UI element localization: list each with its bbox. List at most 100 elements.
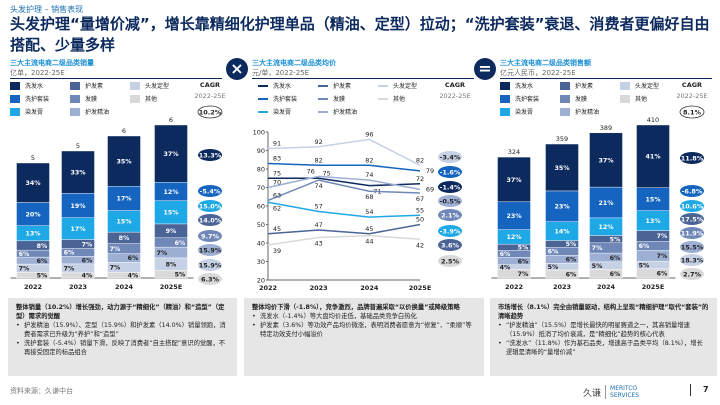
cagr-badge-mask-label: 2.1% — [441, 211, 460, 219]
y-tick-label: 60 — [257, 202, 265, 210]
cagr-badge-dye — [198, 200, 222, 212]
cagr-badge-oil-label: 15.5% — [681, 243, 704, 251]
cagr-badge-shampoo — [438, 181, 462, 193]
segment-label: 6% — [82, 257, 93, 264]
divider — [10, 78, 222, 79]
point-label-oil: 76 — [307, 167, 315, 175]
sales-segment-set — [497, 201, 531, 230]
legend-label: 其他 — [393, 96, 406, 103]
legend-label: 其他 — [635, 96, 648, 103]
cagr-label: CAGR — [681, 81, 703, 89]
cagr-badge-styling-label: 15.9% — [199, 261, 222, 269]
cagr-badge-shampoo — [198, 149, 222, 161]
source-note: 资料来源：久谦中台 — [10, 387, 73, 395]
segment-label: 6% — [610, 271, 621, 278]
legend-item-mask: 发膜 — [560, 94, 620, 103]
legend-swatch — [70, 107, 80, 116]
point-label-other: 39 — [273, 247, 281, 255]
legend-label: 护发素 — [85, 83, 104, 90]
segment-label: 5% — [639, 262, 650, 269]
segment-label: 8% — [166, 261, 177, 268]
page-number: 7 — [703, 385, 709, 394]
sales-segment-shampoo — [636, 124, 670, 188]
legend-swatch — [318, 110, 328, 113]
point-label-other: 44 — [365, 238, 373, 246]
point-label-mask: 63 — [273, 191, 281, 199]
x-tick-label: 2024 — [115, 283, 134, 291]
cagr-period: 2022-25E — [439, 92, 471, 100]
segment-label: 6% — [37, 258, 48, 265]
legend-item-other: 其他 — [620, 94, 680, 103]
segment-label: 33% — [70, 169, 86, 176]
cagr-badge-set — [680, 185, 704, 197]
panel-price: 三大主流电商二级品类均价 元/单，2022-25E — [252, 58, 474, 79]
panel-sales: 三大主流电商二级品类销售额 亿元人民币，2022-25E — [500, 58, 712, 79]
segment-label: 6% — [610, 255, 621, 262]
section-kicker: 头发护理 – 销售表现 — [10, 5, 84, 14]
segment-label: 6% — [518, 258, 529, 265]
point-label-set: 82 — [315, 156, 323, 164]
charts-canvas: 5% 7% 6% 6% 8% 13% 20% 34% 5 2022 4% 7% 6% 6% 7% 17% 19%… — [10, 105, 705, 292]
segment-label: 35% — [554, 165, 570, 172]
cagr-badge-shampoo-label: -1.4% — [440, 183, 461, 191]
legend-sales: 洗发水 护发素 头发定型 洗护套装 发膜 其他 染发膏 护发精油 — [500, 81, 680, 116]
note-price: 整体均价下滑（-1.8%），竞争激烈，品牌普遍采取“以价换量”或降级策略 洗发水… — [244, 298, 484, 376]
legend-swatch — [500, 81, 510, 90]
divider — [500, 78, 712, 79]
point-label-dye: 54 — [365, 208, 373, 216]
times-icon: × — [226, 58, 248, 80]
legend-item-shampoo: 洗发水 — [500, 81, 560, 90]
cagr-header: CAGR 2022-25E — [435, 80, 475, 102]
segment-label: 5% — [175, 271, 186, 278]
legend-swatch — [318, 97, 328, 100]
segment-label: 4% — [82, 273, 93, 280]
note-sales: 市场增长（8.1%）完全由销量驱动，结构上呈现“精细护理”取代“套装”的清晰趋势… — [490, 298, 717, 376]
point-label-oil: 69 — [426, 185, 434, 193]
legend-item-other: 其他 — [130, 94, 190, 103]
page-title: 头发护理“量增价减”，增长靠精细化护理单品（精油、定型）拉动；“洗护套装”衰退、… — [10, 15, 710, 54]
segment-label: 7% — [82, 241, 93, 248]
note-bullet: “护发精油”（15.5%）是增长最快的明星赛道之一，其高销量增速（15.9%）抵… — [498, 321, 709, 339]
y-tick-label: 70 — [257, 184, 265, 192]
y-tick-label: 40 — [257, 239, 265, 247]
note-bullet: “洗发水”（11.8%）作为基石品类，增速高于品类平均（8.1%），增长逻辑是清… — [498, 339, 709, 357]
note-bullet: 护发素（3.6%）等功效产品均价微涨，表明消费者愿意为“修复”、“柔顺”等特定功… — [252, 321, 476, 339]
x-tick-label: 2022 — [505, 283, 523, 291]
logo-en: SERVICES — [610, 392, 640, 399]
note-head: 整体销量（10.2%）增长强劲，动力源于“精细化”（精油）和“造型”（定型）需求… — [16, 304, 225, 320]
cagr-header: CAGR 2022-25E — [672, 80, 712, 102]
cagr-period: 2022-25E — [676, 92, 708, 100]
legend-label: 发膜 — [85, 96, 98, 103]
line-other — [267, 234, 421, 246]
segment-label: 6% — [175, 240, 186, 247]
line-conditioner — [267, 223, 421, 235]
point-label-styling: 82 — [416, 156, 424, 164]
note-volume: 整体销量（10.2%）增长强劲，动力源于“精细化”（精油）和“造型”（定型）需求… — [8, 298, 237, 376]
legend-item-oil: 护发精油 — [560, 107, 620, 116]
x-tick-label: 2022 — [259, 284, 277, 292]
company-logo: 久谦 MERITCO SERVICES — [583, 385, 639, 399]
cagr-badge-dye — [680, 200, 704, 212]
cagr-badge-dye-label: -3.9% — [440, 227, 461, 235]
legend-swatch — [70, 81, 80, 90]
cagr-badge-other — [198, 273, 222, 285]
segment-label: 37% — [598, 157, 614, 164]
legend-item-mask: 发膜 — [70, 94, 130, 103]
legend-label: 其他 — [145, 96, 158, 103]
cagr-badge-oil-label: 15.9% — [199, 246, 222, 254]
point-label-set: 82 — [365, 156, 373, 164]
cagr-badge-other-label: 2.7% — [683, 270, 702, 278]
segment-label: 7% — [64, 266, 75, 273]
cagr-badge-set-label: -1.6% — [440, 168, 461, 176]
point-label-conditioner: 45 — [365, 225, 373, 233]
legend-swatch — [620, 94, 630, 103]
cagr-badge-conditioner — [198, 214, 222, 226]
segment-label: 37% — [506, 177, 522, 184]
bar-total-label: 5 — [76, 142, 80, 150]
segment-label: 35% — [116, 158, 132, 165]
legend-swatch — [10, 107, 20, 116]
cagr-badge-styling-label: 18.3% — [681, 256, 704, 264]
legend-item-styling: 头发定型 — [130, 81, 190, 90]
legend-item-conditioner: 护发素 — [318, 81, 378, 90]
legend-label: 护发素 — [333, 83, 352, 90]
